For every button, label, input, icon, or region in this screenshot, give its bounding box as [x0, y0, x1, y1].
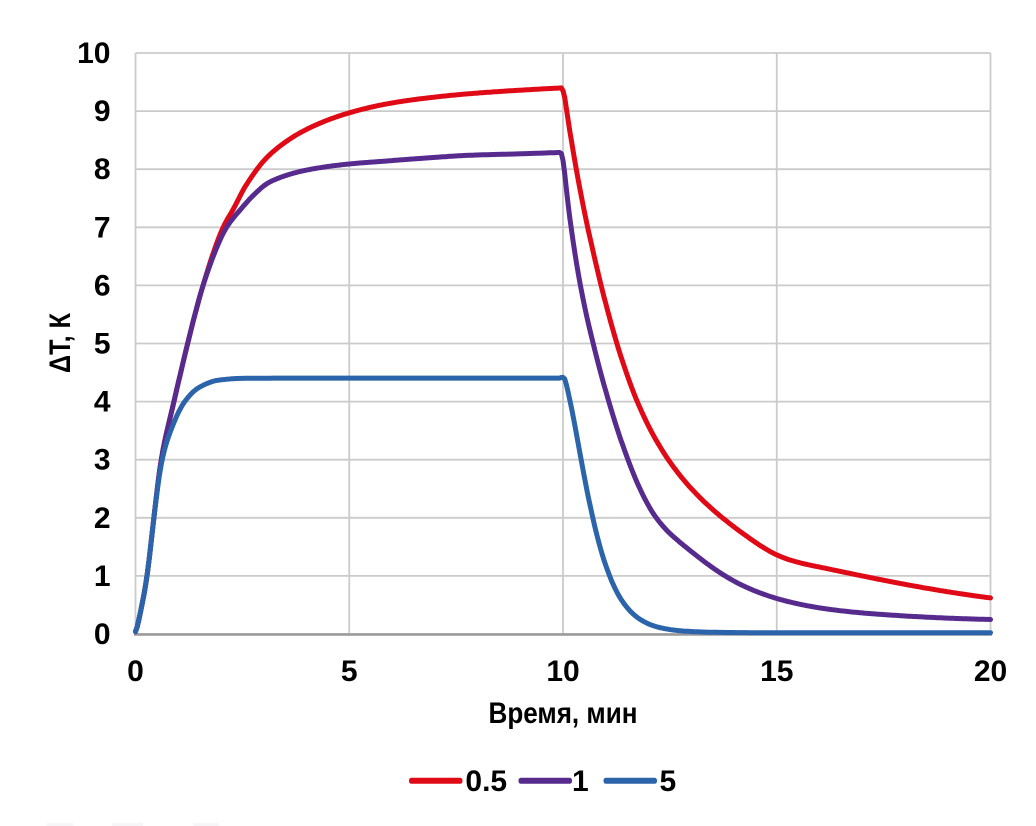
svg-text:2: 2 — [94, 502, 111, 535]
svg-text:1: 1 — [94, 560, 111, 593]
svg-text:4: 4 — [94, 386, 111, 419]
svg-text:8: 8 — [94, 153, 111, 186]
svg-text:5: 5 — [94, 328, 111, 361]
svg-text:20: 20 — [974, 655, 1007, 688]
svg-text:5: 5 — [341, 655, 358, 688]
svg-text:5: 5 — [660, 765, 677, 798]
svg-text:0.5: 0.5 — [465, 765, 507, 798]
svg-text:Время, мин: Время, мин — [489, 697, 638, 730]
svg-text:0: 0 — [127, 655, 144, 688]
svg-text:9: 9 — [94, 95, 111, 128]
svg-text:10: 10 — [77, 37, 110, 70]
svg-text:ΔT, К: ΔT, К — [44, 312, 77, 373]
svg-text:6: 6 — [94, 269, 111, 302]
svg-text:1: 1 — [572, 765, 589, 798]
svg-text:7: 7 — [94, 211, 111, 244]
svg-text:10: 10 — [546, 655, 579, 688]
svg-text:3: 3 — [94, 444, 111, 477]
svg-text:15: 15 — [760, 655, 793, 688]
svg-text:0: 0 — [94, 618, 111, 651]
